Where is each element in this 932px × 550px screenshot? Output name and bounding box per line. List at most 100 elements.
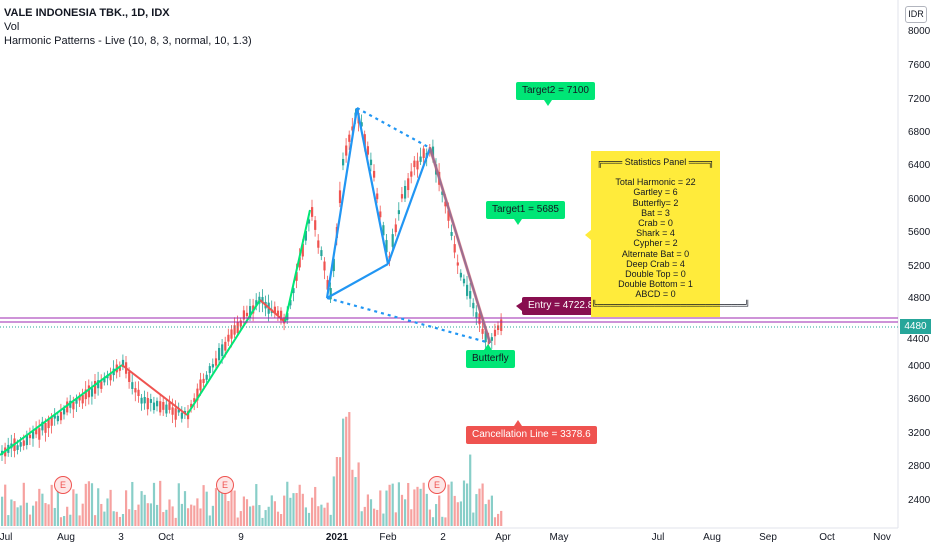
volume-bar xyxy=(174,517,177,526)
volume-bar xyxy=(187,508,190,526)
volume-bar xyxy=(214,488,218,526)
volume-bar xyxy=(466,483,469,526)
volume-bar xyxy=(22,482,25,526)
volume-bar xyxy=(456,502,459,526)
candle-body xyxy=(156,400,159,407)
time-tick-label: Jul xyxy=(0,532,13,543)
candle-body xyxy=(159,401,162,413)
candle-body xyxy=(314,220,317,230)
volume-bar xyxy=(394,512,397,526)
volume-bar xyxy=(351,469,354,526)
candle-body xyxy=(242,310,245,320)
volume-bar xyxy=(301,493,304,526)
time-tick-label: Apr xyxy=(495,532,511,543)
volume-bar xyxy=(500,510,503,526)
candle-body xyxy=(218,347,221,361)
target1-label[interactable]: Target1 = 5685 xyxy=(486,201,565,219)
earnings-marker[interactable]: E xyxy=(428,476,446,494)
harmonic-leg xyxy=(325,107,359,299)
earnings-marker[interactable]: E xyxy=(216,476,234,494)
candle-body xyxy=(236,322,239,333)
candle-body xyxy=(16,445,19,450)
candle-body xyxy=(382,225,385,236)
candle-body xyxy=(261,297,264,304)
volume-bar xyxy=(16,507,19,526)
candle-body xyxy=(38,428,41,440)
candle-body xyxy=(109,374,112,381)
volume-bar xyxy=(193,505,196,526)
target2-label[interactable]: Target2 = 7100 xyxy=(516,82,595,100)
volume-bar xyxy=(438,495,441,526)
harmonic-indicator-label[interactable]: Harmonic Patterns - Live (10, 8, 3, norm… xyxy=(4,35,252,47)
volume-bar xyxy=(7,515,10,526)
volume-bar xyxy=(125,490,128,526)
volume-bar xyxy=(56,484,59,526)
volume-bar xyxy=(221,491,224,526)
entry-label[interactable]: Entry = 4722.8 xyxy=(522,297,600,315)
candle-body xyxy=(379,211,382,218)
candle-body xyxy=(193,398,196,403)
candle-body xyxy=(205,374,208,380)
volume-bar xyxy=(233,490,236,526)
volume-bar xyxy=(388,484,391,526)
volume-bar xyxy=(81,503,84,526)
earnings-marker[interactable]: E xyxy=(54,476,72,494)
volume-bar xyxy=(369,499,373,526)
cancellation-pointer xyxy=(514,420,522,426)
candle-body xyxy=(56,415,59,422)
volume-bar xyxy=(38,488,41,526)
volume-bar xyxy=(211,505,214,526)
candle-body xyxy=(25,434,28,446)
volume-bar xyxy=(245,499,249,526)
stats-line: Gartley = 6 xyxy=(633,187,678,198)
volume-bar xyxy=(342,418,345,526)
candle-body xyxy=(149,399,152,403)
symbol-title[interactable]: VALE INDONESIA TBK., 1D, IDX xyxy=(4,7,170,19)
candle-body xyxy=(230,329,233,339)
volume-bar xyxy=(202,485,205,526)
time-tick-label: 3 xyxy=(118,532,124,543)
stats-pointer xyxy=(585,230,591,240)
time-tick-label: Feb xyxy=(379,532,397,543)
volume-bar xyxy=(261,517,264,526)
volume-bar xyxy=(323,507,326,526)
volume-bar xyxy=(59,517,63,526)
volume-bar xyxy=(159,480,162,526)
volume-bar xyxy=(391,483,394,526)
volume-bar xyxy=(44,503,47,526)
stats-line: Cypher = 2 xyxy=(633,238,678,249)
price-tick-label: 7200 xyxy=(908,94,931,105)
volume-bar xyxy=(425,493,428,526)
volume-bar xyxy=(326,502,329,526)
candle-body xyxy=(100,381,103,389)
candle-body xyxy=(146,397,149,410)
candle-body xyxy=(500,319,503,331)
cancellation-label[interactable]: Cancellation Line = 3378.6 xyxy=(466,426,597,444)
candle-body xyxy=(338,190,342,204)
volume-bar xyxy=(478,488,481,526)
volume-bar xyxy=(13,501,16,526)
candle-body xyxy=(478,313,481,325)
candle-body xyxy=(332,258,335,272)
candle-body xyxy=(239,320,242,327)
volume-bar xyxy=(459,501,462,526)
volume-bar xyxy=(109,489,112,526)
candle-body xyxy=(444,201,447,207)
candle-body xyxy=(143,396,146,404)
candle-body xyxy=(394,224,397,233)
volume-bar xyxy=(295,492,298,526)
volume-bar xyxy=(199,508,202,526)
volume-bar xyxy=(196,498,199,526)
volume-bar xyxy=(78,515,81,526)
volume-indicator-label[interactable]: Vol xyxy=(4,21,20,33)
candle-body xyxy=(180,412,183,419)
currency-badge[interactable]: IDR xyxy=(905,6,927,23)
volume-bar xyxy=(345,416,348,526)
volume-bar xyxy=(35,501,38,526)
candle-body xyxy=(162,402,165,410)
volume-bar xyxy=(239,511,242,526)
pattern-label[interactable]: Butterfly xyxy=(466,350,515,368)
candle-body xyxy=(453,244,456,253)
candle-body xyxy=(75,397,78,404)
